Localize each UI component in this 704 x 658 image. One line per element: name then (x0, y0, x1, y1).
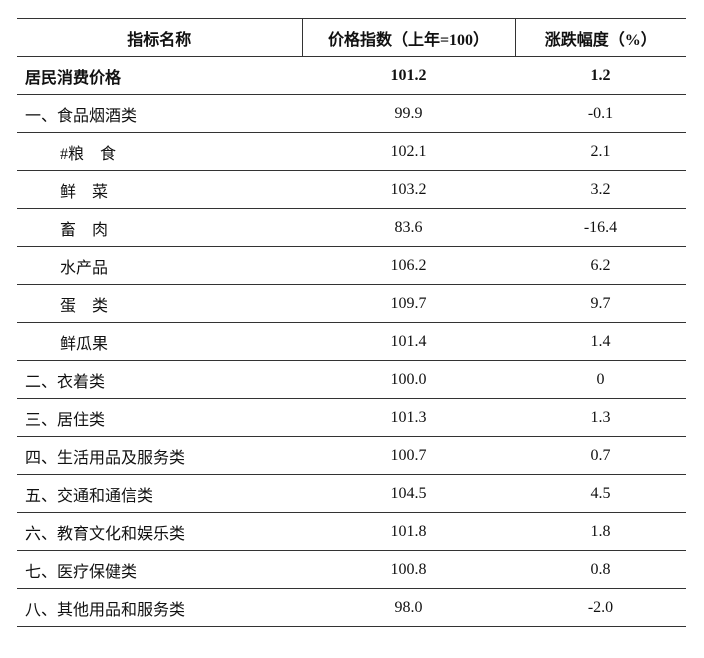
item-name: 七、医疗保健类 (17, 550, 302, 589)
change-rate: 0.7 (515, 436, 686, 475)
change-rate: 1.3 (515, 398, 686, 437)
table-row: 居民消费价格 101.2 1.2 (17, 56, 686, 95)
change-rate: 9.7 (515, 284, 686, 323)
table-row: 五、交通和通信类 104.5 4.5 (17, 474, 686, 513)
table-row: 七、医疗保健类 100.8 0.8 (17, 550, 686, 589)
change-rate: 0.8 (515, 550, 686, 589)
item-name: 一、食品烟酒类 (17, 94, 302, 133)
price-index: 104.5 (302, 474, 515, 513)
header-cell: 涨跌幅度（%） (514, 18, 686, 57)
table-row: 六、教育文化和娱乐类 101.8 1.8 (17, 512, 686, 551)
item-name: 鲜 菜 (17, 170, 302, 209)
item-name: 六、教育文化和娱乐类 (17, 512, 302, 551)
table-row: 八、其他用品和服务类 98.0 -2.0 (17, 588, 686, 627)
table-row: 畜 肉 83.6 -16.4 (17, 208, 686, 247)
header-row: 指标名称 价格指数（上年=100） 涨跌幅度（%） (17, 18, 686, 57)
change-rate: 4.5 (515, 474, 686, 513)
price-index: 101.4 (302, 322, 515, 361)
item-name: 水产品 (17, 246, 302, 285)
price-index: 100.0 (302, 360, 515, 399)
item-name: 畜 肉 (17, 208, 302, 247)
item-name: 三、居住类 (17, 398, 302, 437)
price-index: 101.8 (302, 512, 515, 551)
table-row: 一、食品烟酒类 99.9 -0.1 (17, 94, 686, 133)
table-row: 二、衣着类 100.0 0 (17, 360, 686, 399)
table-row: 蛋 类 109.7 9.7 (17, 284, 686, 323)
price-index: 100.8 (302, 550, 515, 589)
price-index: 109.7 (302, 284, 515, 323)
table-row: 鲜 菜 103.2 3.2 (17, 170, 686, 209)
price-table: 指标名称 价格指数（上年=100） 涨跌幅度（%） 居民消费价格 101.2 1.2… (17, 18, 686, 627)
price-index: 106.2 (302, 246, 515, 285)
item-name: 居民消费价格 (17, 56, 302, 95)
change-rate: 1.4 (515, 322, 686, 361)
price-index: 102.1 (302, 132, 515, 171)
item-name: 二、衣着类 (17, 360, 302, 399)
item-name: 四、生活用品及服务类 (17, 436, 302, 475)
item-name: 蛋 类 (17, 284, 302, 323)
price-index: 98.0 (302, 588, 515, 627)
item-name: 八、其他用品和服务类 (17, 588, 302, 627)
price-index: 100.7 (302, 436, 515, 475)
item-name: 五、交通和通信类 (17, 474, 302, 513)
header-cell: 价格指数（上年=100） (301, 18, 515, 57)
change-rate: -0.1 (515, 94, 686, 133)
header-cell: 指标名称 (17, 18, 302, 57)
change-rate: 6.2 (515, 246, 686, 285)
item-name: 鲜瓜果 (17, 322, 302, 361)
price-index: 101.2 (302, 56, 515, 95)
item-name: #粮 食 (17, 132, 302, 171)
change-rate: 0 (515, 360, 686, 399)
price-index: 103.2 (302, 170, 515, 209)
table-row: 四、生活用品及服务类 100.7 0.7 (17, 436, 686, 475)
change-rate: 2.1 (515, 132, 686, 171)
table-row: 三、居住类 101.3 1.3 (17, 398, 686, 437)
change-rate: 1.2 (515, 56, 686, 95)
change-rate: -2.0 (515, 588, 686, 627)
change-rate: 3.2 (515, 170, 686, 209)
price-index: 101.3 (302, 398, 515, 437)
table-row: #粮 食 102.1 2.1 (17, 132, 686, 171)
table-row: 鲜瓜果 101.4 1.4 (17, 322, 686, 361)
price-index: 83.6 (302, 208, 515, 247)
price-index: 99.9 (302, 94, 515, 133)
table-row: 水产品 106.2 6.2 (17, 246, 686, 285)
change-rate: -16.4 (515, 208, 686, 247)
change-rate: 1.8 (515, 512, 686, 551)
